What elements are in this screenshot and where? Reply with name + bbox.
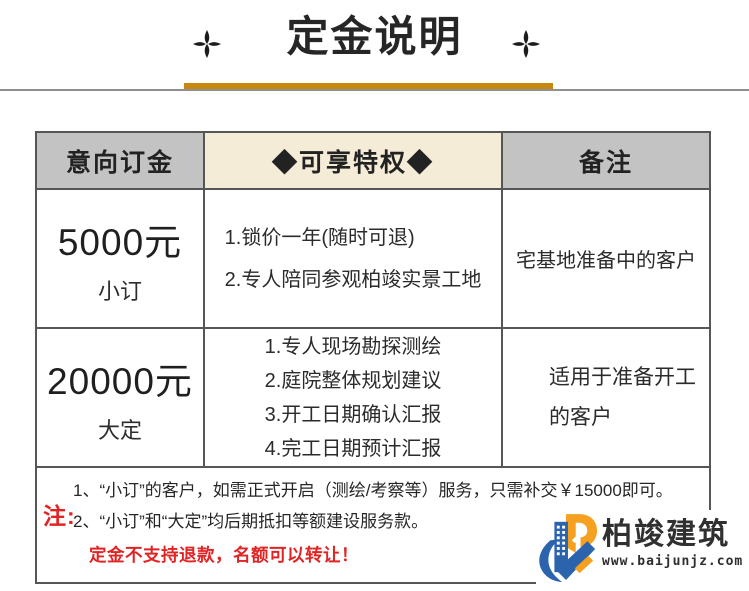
no-refund-warning: 定金不支持退款，名额可以转让！	[89, 545, 359, 565]
company-website: www.baijunjz.com	[602, 554, 744, 569]
table-row-small-deposit-amount: 5000元 小订	[37, 190, 205, 329]
note-label: 注:	[43, 503, 76, 529]
privilege-item: 2.庭院整体规划建议	[264, 369, 442, 392]
privilege-item: 4.完工日期预计汇报	[264, 437, 442, 460]
remark-text: 适用于准备开工的客户	[549, 365, 696, 429]
privilege-item: 2.专人陪同参观柏竣实景工地	[224, 268, 482, 291]
notes-section: 注: 1、“小订”的客户，如需正式开启（测绘/考察等）服务，只需补交￥15000…	[37, 468, 709, 582]
company-logo: 柏竣建筑 www.baijunjz.com	[536, 510, 744, 584]
title-underline-accent	[184, 83, 553, 91]
note-item: 1、“小订”的客户，如需正式开启（测绘/考察等）服务，只需补交￥15000即可。	[73, 481, 673, 500]
table-row-small-deposit-remark: 宅基地准备中的客户	[503, 190, 709, 329]
privilege-item: 1.专人现场勘探测绘	[264, 335, 442, 358]
column-header-remark: 备注	[503, 133, 709, 190]
deposit-table: 意向订金 ◆可享特权◆ 备注 5000元 小订 1.锁价一年(随时可退) 2.专…	[35, 131, 711, 584]
building-logo-icon	[536, 510, 598, 584]
deposit-tier: 大定	[97, 417, 142, 443]
four-petal-ornament-icon	[193, 30, 221, 58]
privilege-item: 1.锁价一年(随时可退)	[224, 226, 415, 249]
table-row-large-deposit-privileges: 1.专人现场勘探测绘 2.庭院整体规划建议 3.开工日期确认汇报 4.完工日期预…	[205, 329, 503, 468]
deposit-amount: 20000元	[47, 360, 193, 402]
horizontal-divider	[0, 89, 749, 91]
table-row-small-deposit-privileges: 1.锁价一年(随时可退) 2.专人陪同参观柏竣实景工地	[205, 190, 503, 329]
deposit-tier: 小订	[97, 278, 142, 304]
note-item: 2、“小订”和“大定”均后期抵扣等额建设服务款。	[73, 512, 429, 531]
page-title: 定金说明	[286, 13, 463, 60]
column-header-privileges: ◆可享特权◆	[205, 133, 503, 190]
column-header-deposit: 意向订金	[37, 133, 205, 190]
privilege-item: 3.开工日期确认汇报	[264, 403, 442, 426]
deposit-amount: 5000元	[57, 221, 183, 263]
four-petal-ornament-icon	[512, 30, 540, 58]
remark-text: 宅基地准备中的客户	[516, 250, 696, 272]
table-row-large-deposit-amount: 20000元 大定	[37, 329, 205, 468]
table-row-large-deposit-remark: 适用于准备开工的客户	[503, 329, 709, 468]
company-name: 柏竣建筑	[602, 518, 730, 551]
